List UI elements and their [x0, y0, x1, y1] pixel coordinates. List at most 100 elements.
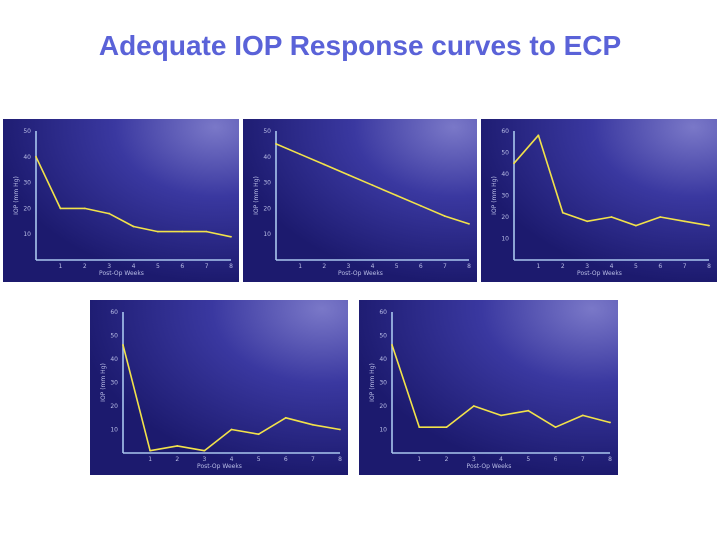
x-tick-label: 4	[132, 263, 136, 270]
x-tick-label: 8	[229, 263, 233, 270]
x-tick-label: 3	[472, 456, 476, 463]
chart-svg: 10 20 30 40 50 60 1 2 3 4 5 6 7 8 Post-Op Weeks IOP (mm…	[359, 300, 618, 475]
chart-svg: 10 20 30 40 50 1 2 3 4 5 6 7 8 Post-Op Weeks IOP (mm H…	[3, 119, 239, 282]
data-point	[311, 423, 314, 426]
y-tick-label: 40	[110, 356, 118, 363]
data-point	[149, 449, 152, 452]
x-tick-label: 7	[205, 263, 209, 270]
x-axis-label: Post-Op Weeks	[338, 270, 383, 277]
data-point	[347, 173, 350, 176]
y-tick-label: 20	[23, 205, 31, 212]
data-point	[59, 207, 62, 210]
data-point	[284, 416, 287, 419]
chart-background	[243, 119, 477, 282]
x-tick-label: 7	[683, 263, 687, 270]
x-tick-label: 1	[298, 263, 302, 270]
y-tick-label: 50	[23, 128, 31, 135]
data-point	[83, 207, 86, 210]
x-tick-label: 5	[257, 456, 261, 463]
data-point	[299, 153, 302, 156]
slide-title: Adequate IOP Response curves to ECP	[98, 30, 622, 61]
chart-background	[481, 119, 717, 282]
data-point	[391, 344, 393, 346]
chart-panel-2: 10 20 30 40 50 1 2 3 4 5 6 7 8 Post-Op Weeks IOP (mm H…	[243, 119, 477, 282]
data-point	[419, 204, 422, 207]
y-tick-label: 30	[501, 193, 509, 200]
x-axis-label: Post-Op Weeks	[467, 463, 512, 470]
data-point	[634, 224, 637, 227]
y-axis-label: IOP (mm Hg)	[100, 363, 107, 402]
data-point	[35, 155, 37, 158]
data-point	[581, 414, 584, 417]
x-tick-label: 6	[658, 263, 662, 270]
x-tick-label: 5	[634, 263, 638, 270]
y-tick-label: 50	[379, 333, 387, 340]
x-tick-label: 2	[322, 263, 326, 270]
data-point	[395, 194, 398, 197]
data-point	[418, 426, 421, 429]
x-tick-label: 2	[561, 263, 565, 270]
x-tick-label: 6	[554, 456, 558, 463]
data-point	[659, 216, 662, 218]
x-axis-label: Post-Op Weeks	[99, 270, 144, 277]
x-tick-label: 8	[467, 263, 471, 270]
x-tick-label: 8	[338, 456, 342, 463]
data-point	[708, 224, 710, 227]
y-tick-label: 30	[110, 380, 118, 387]
y-tick-label: 40	[379, 356, 387, 363]
data-point	[323, 163, 326, 166]
data-point	[176, 445, 179, 447]
chart-panel-1: 10 20 30 40 50 1 2 3 4 5 6 7 8 Post-Op Weeks IOP (mm H…	[3, 119, 239, 282]
y-tick-label: 40	[263, 154, 271, 161]
data-point	[537, 134, 540, 137]
y-axis-label: IOP (mm Hg)	[13, 176, 20, 215]
y-tick-label: 40	[23, 154, 31, 161]
data-point	[371, 184, 374, 187]
y-tick-label: 30	[379, 380, 387, 387]
data-point	[500, 414, 502, 417]
x-tick-label: 6	[180, 263, 184, 270]
chart-background	[3, 119, 239, 282]
data-point	[443, 215, 446, 218]
x-tick-label: 1	[417, 456, 421, 463]
y-tick-label: 10	[23, 231, 31, 238]
x-tick-label: 6	[419, 263, 423, 270]
y-tick-label: 20	[110, 403, 118, 410]
chart-svg: 10 20 30 40 50 60 1 2 3 4 5 6 7 8 Post-Op Weeks IOP (mm…	[90, 300, 348, 475]
y-tick-label: 30	[263, 180, 271, 187]
y-tick-label: 60	[501, 128, 509, 135]
data-point	[122, 344, 124, 346]
x-tick-label: 7	[311, 456, 315, 463]
data-point	[472, 405, 475, 407]
x-tick-label: 5	[395, 263, 399, 270]
data-point	[230, 428, 233, 431]
data-point	[527, 409, 530, 412]
y-tick-label: 10	[110, 427, 118, 434]
x-tick-label: 8	[707, 263, 711, 270]
y-axis-label: IOP (mm Hg)	[491, 176, 498, 215]
y-tick-label: 50	[501, 150, 509, 157]
data-point	[609, 421, 611, 424]
x-tick-label: 2	[445, 456, 449, 463]
chart-panel-3: 10 20 30 40 50 60 1 2 3 4 5 6 7 8 Post-Op Weeks IOP (mm…	[481, 119, 717, 282]
chart-background	[359, 300, 618, 475]
x-tick-label: 3	[202, 456, 206, 463]
y-tick-label: 50	[263, 128, 271, 135]
y-axis-label: IOP (mm Hg)	[369, 363, 376, 402]
y-tick-label: 30	[23, 180, 31, 187]
y-tick-label: 20	[501, 214, 509, 221]
data-point	[586, 220, 589, 223]
y-tick-label: 10	[501, 236, 509, 243]
data-point	[610, 216, 613, 218]
y-tick-label: 50	[110, 333, 118, 340]
data-point	[230, 235, 232, 238]
x-tick-label: 4	[230, 456, 234, 463]
data-point	[275, 143, 277, 145]
data-point	[513, 162, 515, 165]
x-axis-label: Post-Op Weeks	[577, 270, 622, 277]
data-point	[156, 230, 159, 233]
chart-svg: 10 20 30 40 50 1 2 3 4 5 6 7 8 Post-Op Weeks IOP (mm H…	[243, 119, 477, 282]
y-tick-label: 10	[379, 427, 387, 434]
x-tick-label: 7	[443, 263, 447, 270]
y-tick-label: 60	[379, 309, 387, 316]
